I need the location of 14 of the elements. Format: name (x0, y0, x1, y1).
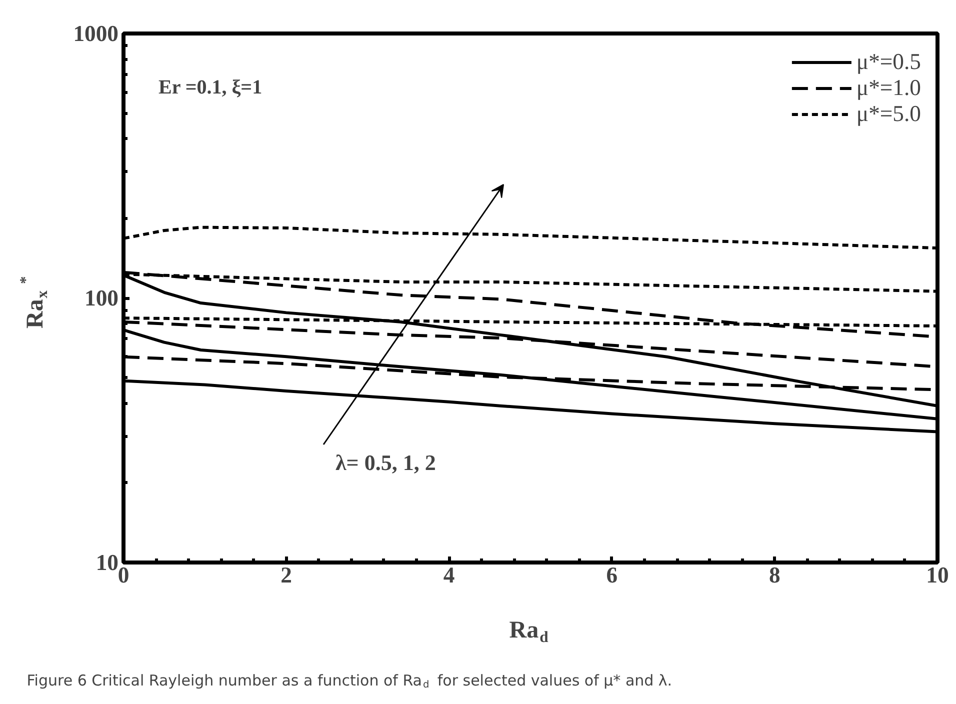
legend-label: μ*=0.5 (856, 49, 921, 75)
x-tick-label: 10 (926, 562, 949, 588)
legend-label: μ*=5.0 (856, 101, 921, 127)
annotation: λ= 0.5, 1, 2 (336, 450, 436, 475)
x-tick-label: 0 (118, 562, 130, 588)
y-axis-title: Rax* (17, 276, 52, 329)
x-tick-label: 8 (769, 562, 780, 588)
y-tick-label: 1000 (73, 21, 118, 46)
x-tick-label: 4 (443, 562, 455, 588)
x-tick-label: 2 (280, 562, 292, 588)
x-tick-label: 6 (606, 562, 618, 588)
y-tick-label: 100 (84, 286, 118, 310)
legend-label: μ*=1.0 (856, 75, 921, 101)
annotation: Er =0.1, ξ=1 (158, 76, 262, 98)
